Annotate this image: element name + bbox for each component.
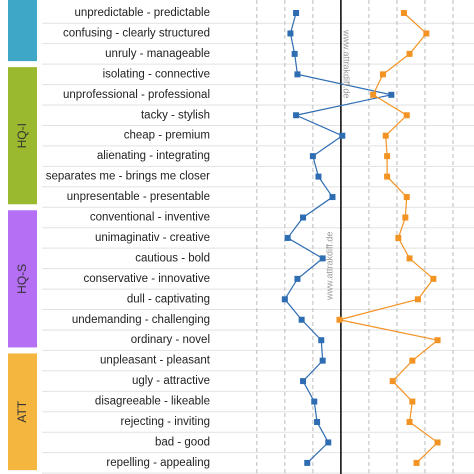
- series-line: [339, 12, 439, 464]
- series-line: [284, 12, 392, 464]
- point: [281, 296, 288, 303]
- category-label: bad - good: [155, 436, 210, 448]
- watermark: www.attrakdiff.de: [324, 232, 334, 301]
- category-label: cheap - premium: [124, 130, 210, 142]
- category-label: cautious - bold: [135, 252, 210, 264]
- category-label: ordinary - novel: [131, 334, 210, 346]
- category-label: tacky - stylish: [141, 109, 210, 121]
- point: [318, 337, 325, 344]
- category-label: ugly - attractive: [132, 375, 210, 387]
- category-label: conservative - innovative: [83, 273, 210, 285]
- category-label: unprofessional - professional: [63, 89, 210, 101]
- point: [370, 91, 377, 98]
- point: [395, 234, 402, 241]
- point: [409, 398, 416, 405]
- point: [339, 132, 346, 139]
- group-label: HQ-S: [15, 264, 29, 294]
- category-label: conventional - inventive: [90, 212, 210, 224]
- category-label: unpresentable - presentable: [67, 191, 210, 203]
- point: [403, 112, 410, 119]
- point: [329, 194, 336, 201]
- point: [319, 357, 326, 364]
- point: [294, 275, 301, 282]
- watermark: www.attrakdiff.de: [342, 29, 352, 98]
- point: [325, 439, 332, 446]
- point: [389, 378, 396, 385]
- category-label: alienating - integrating: [97, 150, 210, 162]
- point: [414, 296, 421, 303]
- point: [293, 112, 300, 119]
- category-label: repelling - appealing: [106, 457, 210, 469]
- point: [402, 214, 409, 221]
- point: [287, 30, 294, 37]
- point: [400, 10, 407, 16]
- point: [315, 173, 322, 180]
- group-label: HQ-I: [15, 123, 29, 148]
- point: [423, 30, 430, 37]
- point: [382, 132, 389, 139]
- point: [434, 439, 441, 446]
- category-label: unruly - manageable: [105, 48, 210, 60]
- point: [406, 419, 413, 425]
- point: [300, 214, 307, 221]
- point: [406, 50, 413, 57]
- point: [379, 71, 386, 78]
- group-label: ATT: [15, 400, 29, 422]
- category-label: isolating - connective: [103, 68, 210, 80]
- point: [384, 173, 391, 180]
- point: [406, 255, 413, 262]
- point: [319, 255, 326, 262]
- category-label: unpredictable - predictable: [74, 7, 210, 19]
- category-label: rejecting - inviting: [121, 416, 210, 428]
- category-label: confusing - clearly structured: [63, 27, 210, 39]
- background-layer: unpredictable - predictable confusing - c…: [8, 0, 474, 474]
- point: [314, 419, 321, 425]
- point: [384, 153, 391, 160]
- point: [309, 153, 316, 160]
- point: [336, 316, 343, 323]
- category-label: dull - captivating: [127, 293, 210, 305]
- point: [294, 71, 301, 78]
- group-bar: [8, 210, 37, 348]
- category-label: disagreeable - likeable: [95, 396, 210, 408]
- point: [403, 194, 410, 201]
- point: [413, 459, 420, 466]
- group-bar: [8, 0, 37, 62]
- category-label: unpleasant - pleasant: [100, 355, 211, 367]
- group-bar: [8, 67, 37, 205]
- point: [304, 459, 311, 466]
- point: [430, 275, 437, 282]
- point: [284, 234, 291, 241]
- category-label: separates me - brings me closer: [46, 171, 210, 183]
- point: [298, 316, 305, 323]
- point: [388, 91, 395, 98]
- point: [300, 378, 307, 385]
- point: [291, 50, 298, 57]
- group-bar: [8, 353, 37, 471]
- point: [311, 398, 318, 405]
- category-label: unimaginativ - creative: [95, 232, 210, 244]
- point: [409, 357, 416, 364]
- point: [434, 337, 441, 344]
- category-label: undemanding - challenging: [72, 314, 210, 326]
- point: [293, 10, 300, 16]
